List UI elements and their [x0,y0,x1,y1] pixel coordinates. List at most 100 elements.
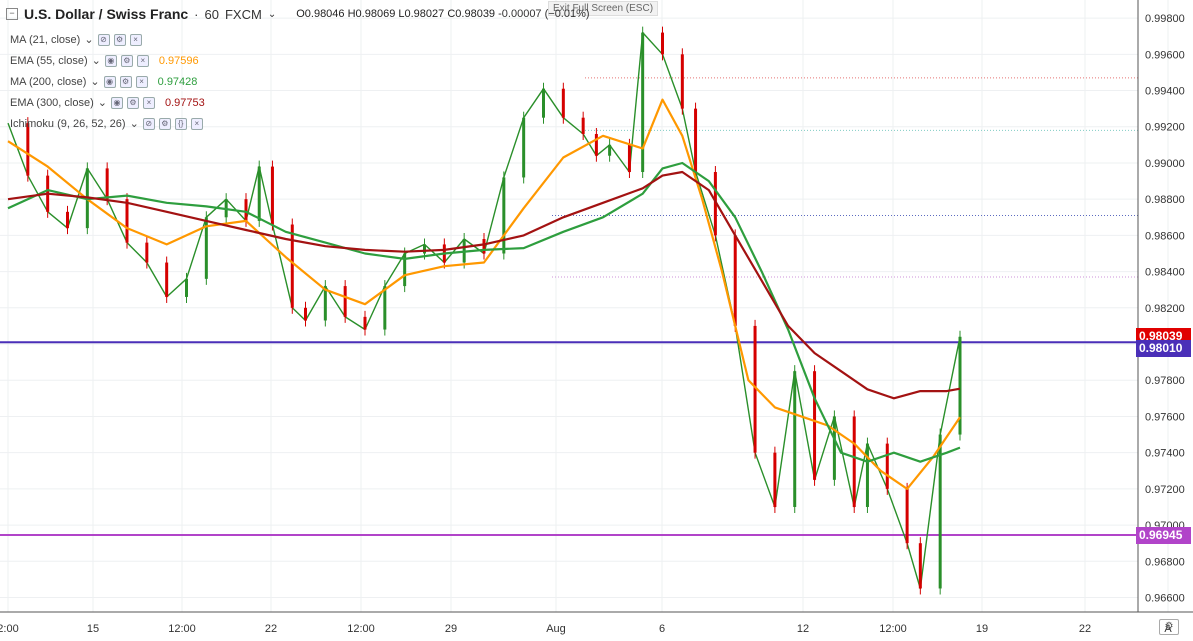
indicator-value: 0.97596 [158,54,199,67]
candle-body [105,168,109,200]
candle-body [66,211,69,229]
chevron-down-icon[interactable]: ⌄ [129,118,139,130]
candle-body [542,88,545,118]
price-tick-label: 0.96800 [1145,556,1185,568]
candle-body [905,488,909,544]
chevron-down-icon[interactable]: ⌄ [267,8,277,20]
candle-body [290,224,294,308]
candle-body [257,166,261,221]
close-icon[interactable]: × [135,75,148,88]
chevron-down-icon[interactable]: ⌄ [90,76,100,88]
price-tick-label: 0.99200 [1145,122,1185,134]
hide-icon[interactable]: ⊘ [142,117,155,130]
time-tick-label: 12:00 [168,623,196,635]
settings-icon[interactable]: ⚙ [119,75,132,88]
settings-icon[interactable]: ⚙ [126,96,139,109]
price-tick-label: 0.97400 [1145,448,1185,460]
hide-icon[interactable]: ⊘ [97,33,110,46]
horizontal-levels [0,341,1138,537]
time-tick-label: 6 [659,623,665,635]
candle-body [680,54,684,109]
time-axis: 2:00 15 12:00 22 12:00 29 Aug 6 12 12:00 19 22 A [0,623,1172,635]
close-icon[interactable]: × [136,54,149,67]
time-tick-label: 22 [265,623,277,635]
candle-body [832,416,836,480]
candle-body [608,144,612,156]
price-tick-label: 0.98400 [1145,267,1185,279]
price-tick-label: 0.98600 [1145,230,1185,242]
candle-body [581,117,585,134]
collapse-icon[interactable]: − [6,8,18,20]
indicator-ema55[interactable]: EMA (55, close) ⌄ ◉ ⚙ × 0.97596 [10,54,199,67]
indicator-ichimoku[interactable]: Ichimoku (9, 26, 52, 26) ⌄ ⊘ ⚙ {} × [10,117,203,130]
candle-body [363,316,367,330]
symbol-title[interactable]: U.S. Dollar / Swiss Franc [24,6,189,22]
price-tick-label: 0.98200 [1145,303,1185,315]
time-tick-label: 12:00 [879,623,907,635]
time-tick-label: 12:00 [347,623,375,635]
close-icon[interactable]: × [190,117,203,130]
chevron-down-icon[interactable]: ⌄ [91,55,101,67]
candle-body [482,239,486,254]
candle-body [661,32,664,55]
candle-body [304,307,307,321]
time-tick-label: 2:00 [0,623,19,635]
candle-body [185,278,188,297]
close-icon[interactable]: × [129,33,142,46]
candle-body [323,286,327,321]
series-line [7,161,961,463]
candle-body [793,371,797,507]
indicator-ma21[interactable]: MA (21, close) ⌄ ⊘ ⚙ × [10,33,142,46]
price-tick-label: 0.99600 [1145,49,1185,61]
source-icon[interactable]: {} [174,117,187,130]
candle-body [561,88,565,118]
close-icon[interactable]: × [142,96,155,109]
level-price-label: 0.98010 [1136,339,1191,357]
candle-body [165,262,169,297]
candle-body [753,325,757,453]
series-line [7,170,961,400]
settings-icon[interactable]: ⚙ [158,117,171,130]
settings-icon[interactable]: ⚙ [113,33,126,46]
chevron-down-icon[interactable]: ⌄ [84,34,94,46]
eye-icon[interactable]: ◉ [103,75,116,88]
indicator-ma200[interactable]: MA (200, close) ⌄ ◉ ⚙ × 0.97428 [10,75,197,88]
chart-settings-icon[interactable]: ⚙ [1159,619,1179,635]
candle-body [502,177,506,254]
time-tick-label: 15 [87,623,99,635]
eye-icon[interactable]: ◉ [110,96,123,109]
indicator-ema300[interactable]: EMA (300, close) ⌄ ◉ ⚙ × 0.97753 [10,96,205,109]
price-tick-label: 0.99000 [1145,158,1185,170]
candle-body [270,166,274,225]
eye-icon[interactable]: ◉ [104,54,117,67]
time-tick-label: Aug [546,623,566,635]
candle-body [938,434,942,589]
ohlc-values: O0.98046 H0.98069 L0.98027 C0.98039 -0.0… [296,8,589,20]
candle-body [918,543,922,589]
price-tick-label: 0.98800 [1145,194,1185,206]
price-tick-label: 0.99400 [1145,86,1185,98]
candle-body [865,443,869,507]
candle-body [145,242,149,263]
indicator-label: MA (200, close) [10,75,87,88]
candle-body [594,133,598,156]
candle-body [713,172,717,236]
candle-body [204,217,208,279]
exit-fullscreen-button[interactable]: Exit Full Screen (ESC) [548,1,659,16]
candle-body [885,443,889,489]
time-tick-label: 29 [445,623,457,635]
time-tick-label: 22 [1079,623,1091,635]
chart-grid [0,0,1169,612]
candle-body [125,199,129,243]
candle-body [733,235,737,326]
chart-header: − U.S. Dollar / Swiss Franc · 60 FXCM ⌄ … [6,6,590,22]
candle-body [383,286,387,330]
price-tick-label: 0.96600 [1145,593,1185,605]
chevron-down-icon[interactable]: ⌄ [97,97,107,109]
interval-label[interactable]: 60 [204,6,219,22]
settings-icon[interactable]: ⚙ [120,54,133,67]
indicator-label: Ichimoku (9, 26, 52, 26) [10,117,126,130]
price-tick-label: 0.97800 [1145,375,1185,387]
indicator-label: EMA (300, close) [10,96,94,109]
series-line [7,98,961,490]
